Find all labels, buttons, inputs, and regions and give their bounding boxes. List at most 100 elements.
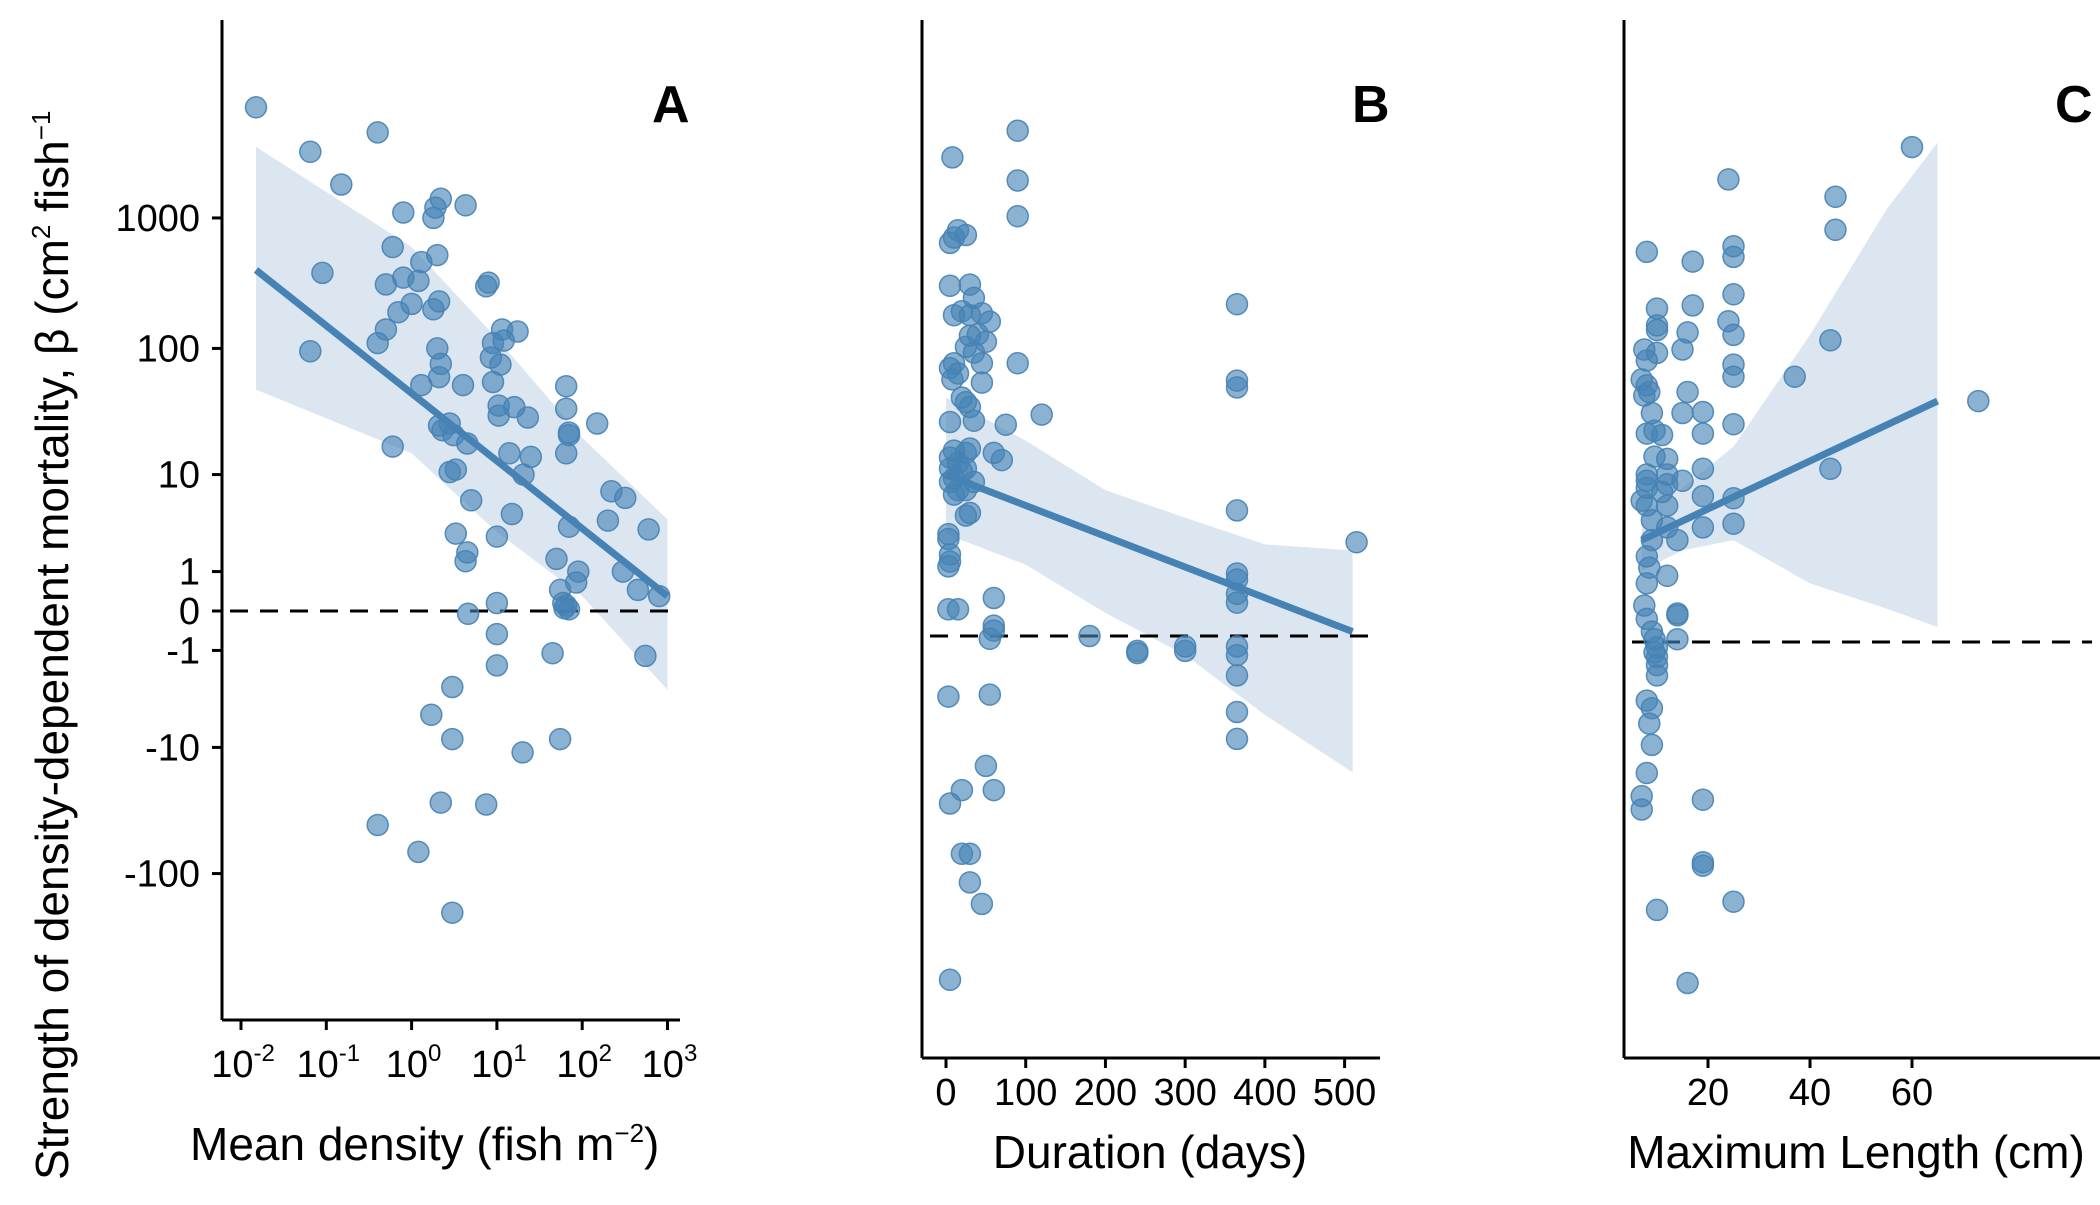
data-point-c — [1819, 329, 1842, 352]
data-point-b — [962, 409, 986, 432]
data-point-c — [1722, 245, 1745, 269]
data-point-a — [548, 727, 572, 751]
x-tick-label: 400 — [1233, 1072, 1296, 1114]
data-point-a — [454, 549, 477, 573]
data-point-a — [626, 578, 650, 602]
data-point-a — [429, 791, 453, 814]
data-point-a — [585, 412, 609, 435]
data-point-c — [1717, 168, 1740, 191]
data-point-b — [954, 223, 978, 247]
data-point-a — [634, 644, 657, 668]
data-point-b — [982, 586, 1006, 610]
data-point-c — [1666, 627, 1689, 651]
data-point-a — [557, 421, 581, 444]
data-point-c — [1645, 898, 1669, 922]
data-point-c — [1671, 469, 1694, 493]
data-point-b — [1225, 376, 1249, 399]
data-point-b — [1030, 403, 1053, 426]
data-point-a — [441, 727, 464, 751]
data-point-c — [1666, 528, 1689, 552]
y-tick-label: 0 — [179, 591, 200, 633]
data-point-c — [1783, 365, 1806, 388]
data-point-c — [1635, 240, 1659, 264]
data-point-a — [456, 602, 480, 626]
data-point-a — [407, 269, 430, 293]
data-point-c — [1638, 712, 1661, 735]
data-point-c — [1691, 457, 1715, 481]
data-point-a — [366, 121, 389, 144]
data-point-c — [1671, 401, 1694, 425]
data-point-b — [946, 598, 970, 621]
x-axis-title-c: Maximum Length (cm) — [1627, 1126, 2085, 1178]
data-point-a — [441, 901, 464, 924]
data-point-c — [1635, 572, 1659, 595]
x-tick-label: 20 — [1687, 1072, 1729, 1114]
data-point-c — [1691, 788, 1715, 811]
data-point-c — [1900, 135, 1924, 159]
data-point-b — [1006, 351, 1029, 375]
data-point-c — [1691, 854, 1715, 877]
data-point-a — [429, 187, 453, 211]
regression-line-a — [253, 267, 670, 599]
data-point-a — [637, 518, 660, 541]
data-point-b — [970, 351, 994, 375]
data-point-c — [1645, 341, 1669, 365]
data-point-b — [1225, 591, 1249, 614]
x-tick-label: 500 — [1313, 1072, 1376, 1114]
data-point-a — [489, 353, 512, 376]
confidence-ribbon-b — [946, 397, 1353, 773]
data-point-c — [1824, 185, 1847, 209]
data-point-a — [596, 509, 620, 532]
data-point-b — [941, 146, 964, 169]
y-tick-label: -10 — [145, 727, 200, 769]
data-point-a — [459, 489, 483, 512]
x-tick-label: 0 — [935, 1072, 956, 1114]
data-point-c — [1819, 457, 1842, 481]
data-point-a — [511, 741, 534, 764]
data-point-b — [958, 871, 982, 894]
data-point-b — [958, 842, 982, 866]
x-tick-label: 10-2 — [211, 1040, 275, 1086]
data-point-c — [1681, 294, 1704, 317]
data-point-b — [1345, 530, 1368, 554]
data-point-a — [427, 290, 451, 313]
data-point-a — [541, 641, 564, 665]
data-point-b — [978, 683, 1002, 706]
data-point-c — [1630, 798, 1653, 821]
data-point-b — [970, 892, 994, 916]
data-point-c — [1824, 218, 1847, 242]
panel-letter-b: B — [1352, 76, 1390, 134]
data-point-a — [500, 502, 524, 526]
data-point-a — [545, 547, 568, 571]
data-point-b — [994, 413, 1018, 436]
data-point-b — [974, 754, 998, 778]
data-point-a — [554, 374, 578, 398]
data-point-a — [427, 365, 451, 389]
data-point-b — [937, 685, 960, 708]
data-point-c — [1655, 564, 1679, 588]
x-tick-label: 60 — [1891, 1072, 1933, 1114]
data-point-b — [938, 792, 962, 815]
data-point-c — [1722, 512, 1745, 535]
x-axis-title-a: Mean density (fish m−2) — [190, 1118, 659, 1170]
data-point-a — [381, 235, 404, 259]
data-point-c — [1635, 761, 1659, 785]
data-point-c — [1691, 422, 1715, 445]
x-tick-label: 100 — [994, 1072, 1057, 1114]
data-point-a — [426, 243, 449, 267]
y-tick-label: 10 — [158, 455, 200, 497]
data-point-a — [485, 654, 509, 677]
data-point-b — [938, 410, 962, 434]
data-point-a — [554, 397, 578, 420]
y-tick-label: -1 — [166, 630, 200, 672]
data-point-b — [937, 555, 960, 578]
data-point-a — [454, 194, 477, 217]
data-point-a — [451, 373, 475, 397]
y-tick-label: 1000 — [115, 198, 200, 240]
data-point-c — [1722, 283, 1745, 306]
data-point-a — [330, 173, 353, 196]
data-point-b — [1126, 641, 1149, 665]
